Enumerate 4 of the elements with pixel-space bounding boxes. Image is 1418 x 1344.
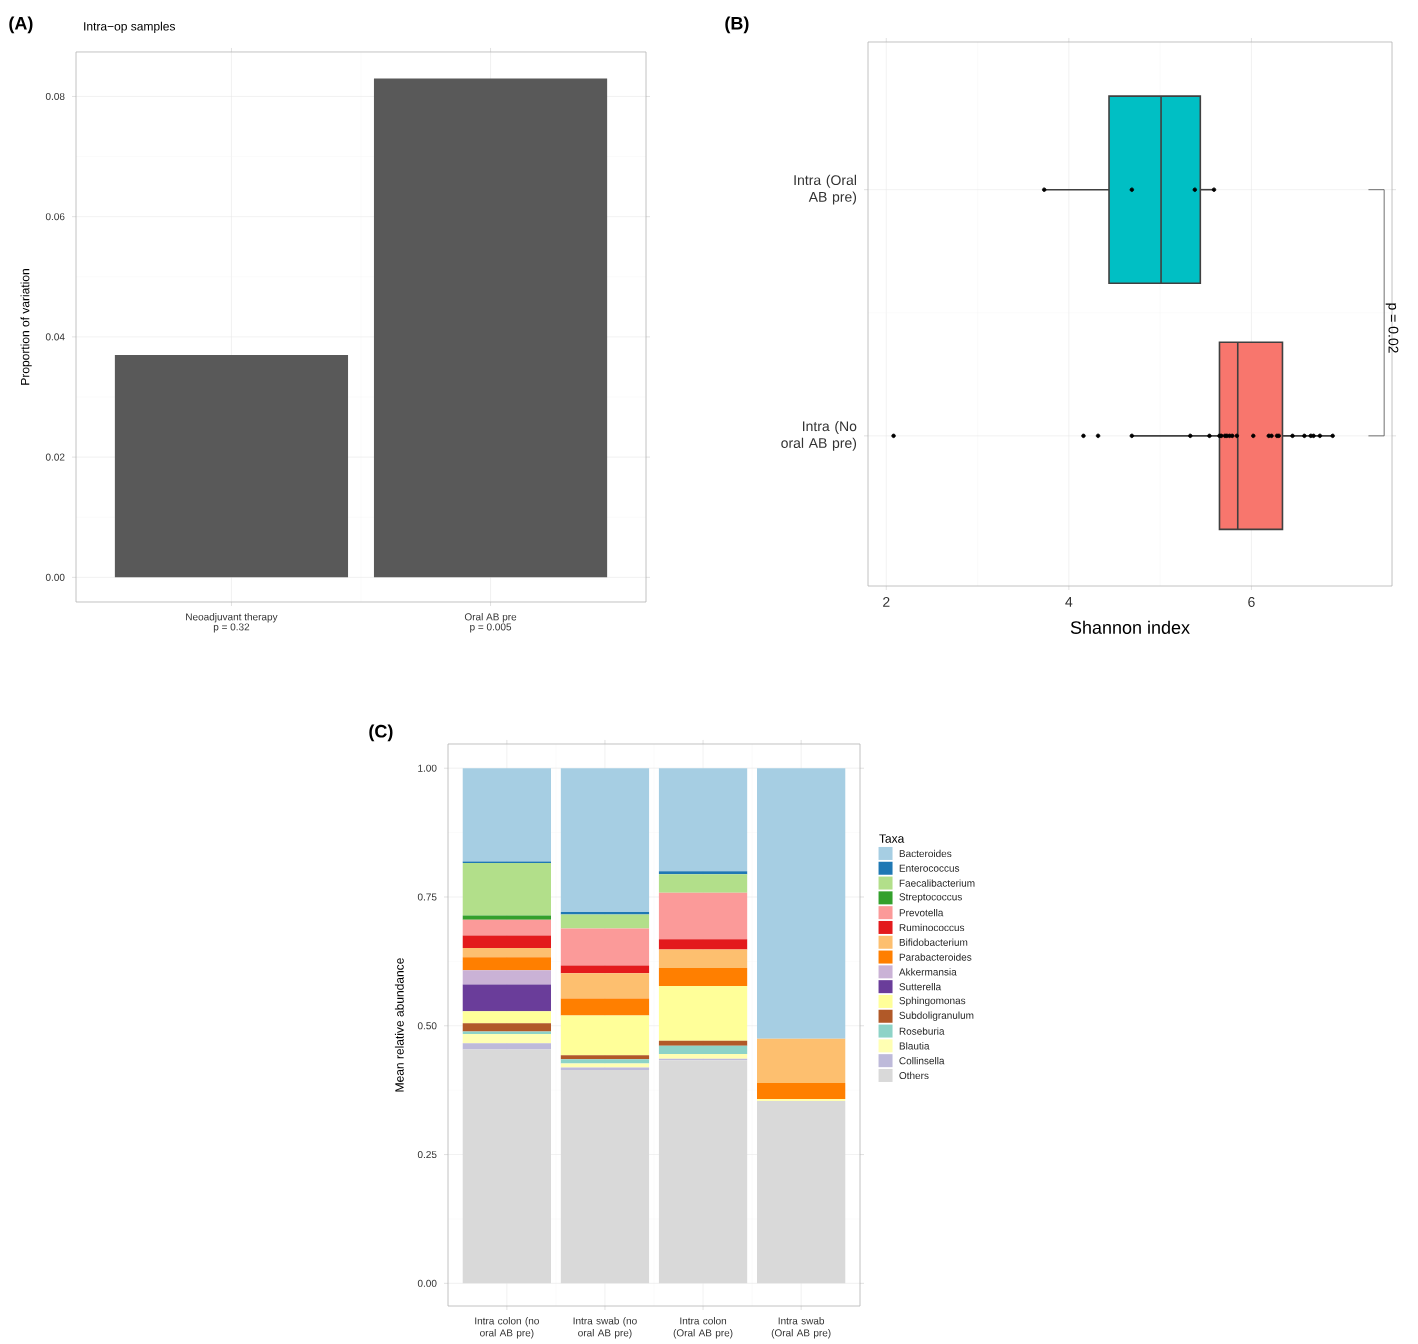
text: (C) <box>369 724 393 742</box>
x-axis-title: Shannon index <box>1070 620 1190 634</box>
text: (A) <box>9 16 33 34</box>
text: (B) <box>725 16 749 34</box>
